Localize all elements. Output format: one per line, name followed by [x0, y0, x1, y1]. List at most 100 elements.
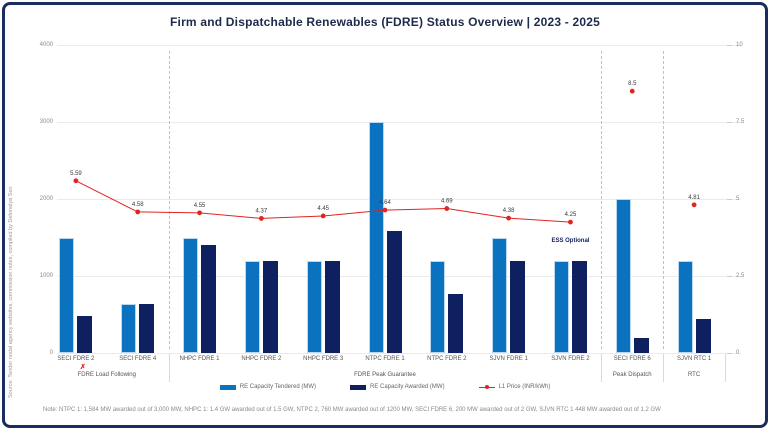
bar-awarded	[201, 245, 217, 353]
bar-awarded	[262, 260, 278, 353]
l1-price-point	[258, 216, 264, 221]
l1-price-point	[197, 210, 202, 216]
legend-item-awarded: RE Capacity Awarded (MW)	[349, 384, 445, 390]
legend-label-awarded: RE Capacity Awarded (MW)	[369, 384, 445, 390]
chart-legend: RE Capacity Tendered (MW) RE Capacity Aw…	[5, 384, 765, 390]
bar-awarded	[695, 318, 711, 353]
chart-plot-area: 0 0 1000 2.5 2000 5 3000 7.5 4000 10 SECI FDRE 2 SE…	[5, 5, 765, 425]
y-axis-right-tick	[727, 353, 732, 354]
cancelled-marker-icon: ✗	[79, 364, 86, 371]
l1-price-point	[73, 178, 79, 184]
l1-price-point	[506, 215, 512, 221]
tendered-swatch-icon	[219, 384, 236, 390]
l1-price-point	[135, 209, 141, 215]
bar-awarded	[324, 260, 340, 353]
axis-band-separator	[601, 354, 603, 382]
legend-label-tendered: RE Capacity Tendered (MW)	[239, 384, 316, 390]
legend-item-tendered: RE Capacity Tendered (MW)	[219, 384, 316, 390]
chart-title: Firm and Dispatchable Renewables (FDRE) …	[170, 15, 600, 29]
x-axis-label: SECI FDRE 4	[119, 356, 157, 362]
l1-price-value-label: 8.5	[628, 81, 637, 87]
gridline	[57, 45, 741, 46]
x-axis-group-label: FDRE Peak Guarantee	[354, 372, 416, 378]
bar-tendered	[677, 260, 693, 353]
bar-awarded	[139, 304, 155, 353]
gridline	[57, 199, 741, 200]
gridline	[57, 353, 741, 354]
x-axis-label: NHPC FDRE 2	[241, 356, 282, 362]
bar-awarded	[386, 231, 402, 353]
y-axis-right-tick	[727, 122, 732, 123]
bar-tendered	[430, 260, 446, 353]
l1-price-value-label: 4.55	[194, 203, 206, 209]
bar-tendered	[121, 304, 137, 353]
legend-item-l1-price: L1 Price (INR/kWh)	[478, 384, 551, 390]
l1-price-value-label: 4.45	[317, 206, 329, 212]
l1-price-point	[320, 213, 326, 219]
group-separator-line	[601, 51, 603, 349]
bar-awarded	[510, 260, 526, 353]
bar-tendered	[553, 260, 569, 353]
group-separator-line	[168, 51, 170, 349]
axis-band-separator	[725, 354, 726, 382]
y-axis-right-tick-label: 10	[736, 41, 743, 48]
y-axis-left-tick-label: 1000	[39, 272, 53, 279]
bar-awarded	[571, 260, 587, 353]
bar-awarded	[633, 337, 649, 353]
y-axis-right-tick	[727, 199, 732, 200]
group-separator-line	[663, 51, 665, 349]
y-axis-left-tick-label: 4000	[39, 41, 53, 48]
line-dot-swatch-icon	[478, 384, 495, 390]
l1-price-point	[382, 207, 388, 213]
x-axis-label: SECI FDRE 2	[57, 356, 95, 362]
y-axis-right-tick-label: 0	[736, 349, 740, 356]
l1-price-point	[444, 206, 450, 211]
bar-tendered	[615, 199, 631, 353]
y-axis-right-tick-label: 5	[736, 195, 740, 202]
l1-price-point	[629, 88, 635, 94]
l1-price-value-label: 4.69	[441, 199, 453, 205]
x-axis-label: SJVN RTC 1	[676, 356, 712, 362]
y-axis-right-tick-label: 7.5	[736, 118, 745, 125]
x-axis-label: NHPC FDRE 1	[179, 356, 220, 362]
l1-price-value-label: 5.59	[70, 171, 82, 177]
x-axis-group-label: RTC	[687, 372, 701, 378]
bar-tendered	[244, 260, 260, 353]
bar-tendered	[183, 237, 199, 353]
l1-price-value-label: 4.25	[565, 212, 577, 218]
y-axis-left-tick-label: 0	[49, 349, 53, 356]
awarded-swatch-icon	[349, 384, 366, 390]
l1-price-value-label: 4.64	[379, 200, 391, 206]
x-axis-label: NTPC FDRE 1	[365, 356, 405, 362]
bar-tendered	[306, 260, 322, 353]
source-note: Source: Tender nodal agency websites, co…	[8, 186, 14, 398]
l1-price-value-label: 4.37	[256, 208, 268, 214]
l1-price-point	[691, 202, 697, 208]
x-axis-label: SJVN FDRE 2	[551, 356, 590, 362]
y-axis-left-tick-label: 3000	[39, 118, 53, 125]
x-axis-label: SECI FDRE 6	[613, 356, 651, 362]
x-axis-label: NHPC FDRE 3	[303, 356, 344, 362]
bar-awarded	[448, 294, 464, 353]
l1-price-line-layer: 5.59 4.58 4.55 4.37 4.45 4.64 4.69 4.38 4.25 8.5 4…	[70, 81, 701, 225]
l1-price-value-label: 4.58	[132, 202, 144, 208]
ess-optional-annotation: ESS Optional	[551, 238, 590, 244]
axis-band-separator	[663, 354, 665, 382]
bar-tendered	[59, 237, 75, 353]
l1-price-value-label: 4.38	[503, 208, 515, 214]
x-axis-label: NTPC FDRE 2	[427, 356, 467, 362]
bar-awarded	[77, 316, 93, 353]
bar-tendered	[492, 237, 508, 353]
l1-price-point	[568, 219, 573, 225]
x-axis-group-label: FDRE Load Following	[77, 372, 136, 378]
y-axis-right-tick	[727, 276, 732, 277]
legend-label-l1-price: L1 Price (INR/kWh)	[498, 384, 551, 390]
chart-footnote: Note: NTPC 1: 1,584 MW awarded out of 3,…	[43, 407, 661, 413]
y-axis-right-tick	[727, 45, 732, 46]
bar-tendered	[368, 122, 384, 353]
axis-band-separator	[168, 354, 170, 382]
x-axis-label: SJVN FDRE 1	[489, 356, 528, 362]
l1-price-value-label: 4.81	[688, 195, 700, 201]
y-axis-right-tick-label: 2.5	[736, 272, 745, 279]
